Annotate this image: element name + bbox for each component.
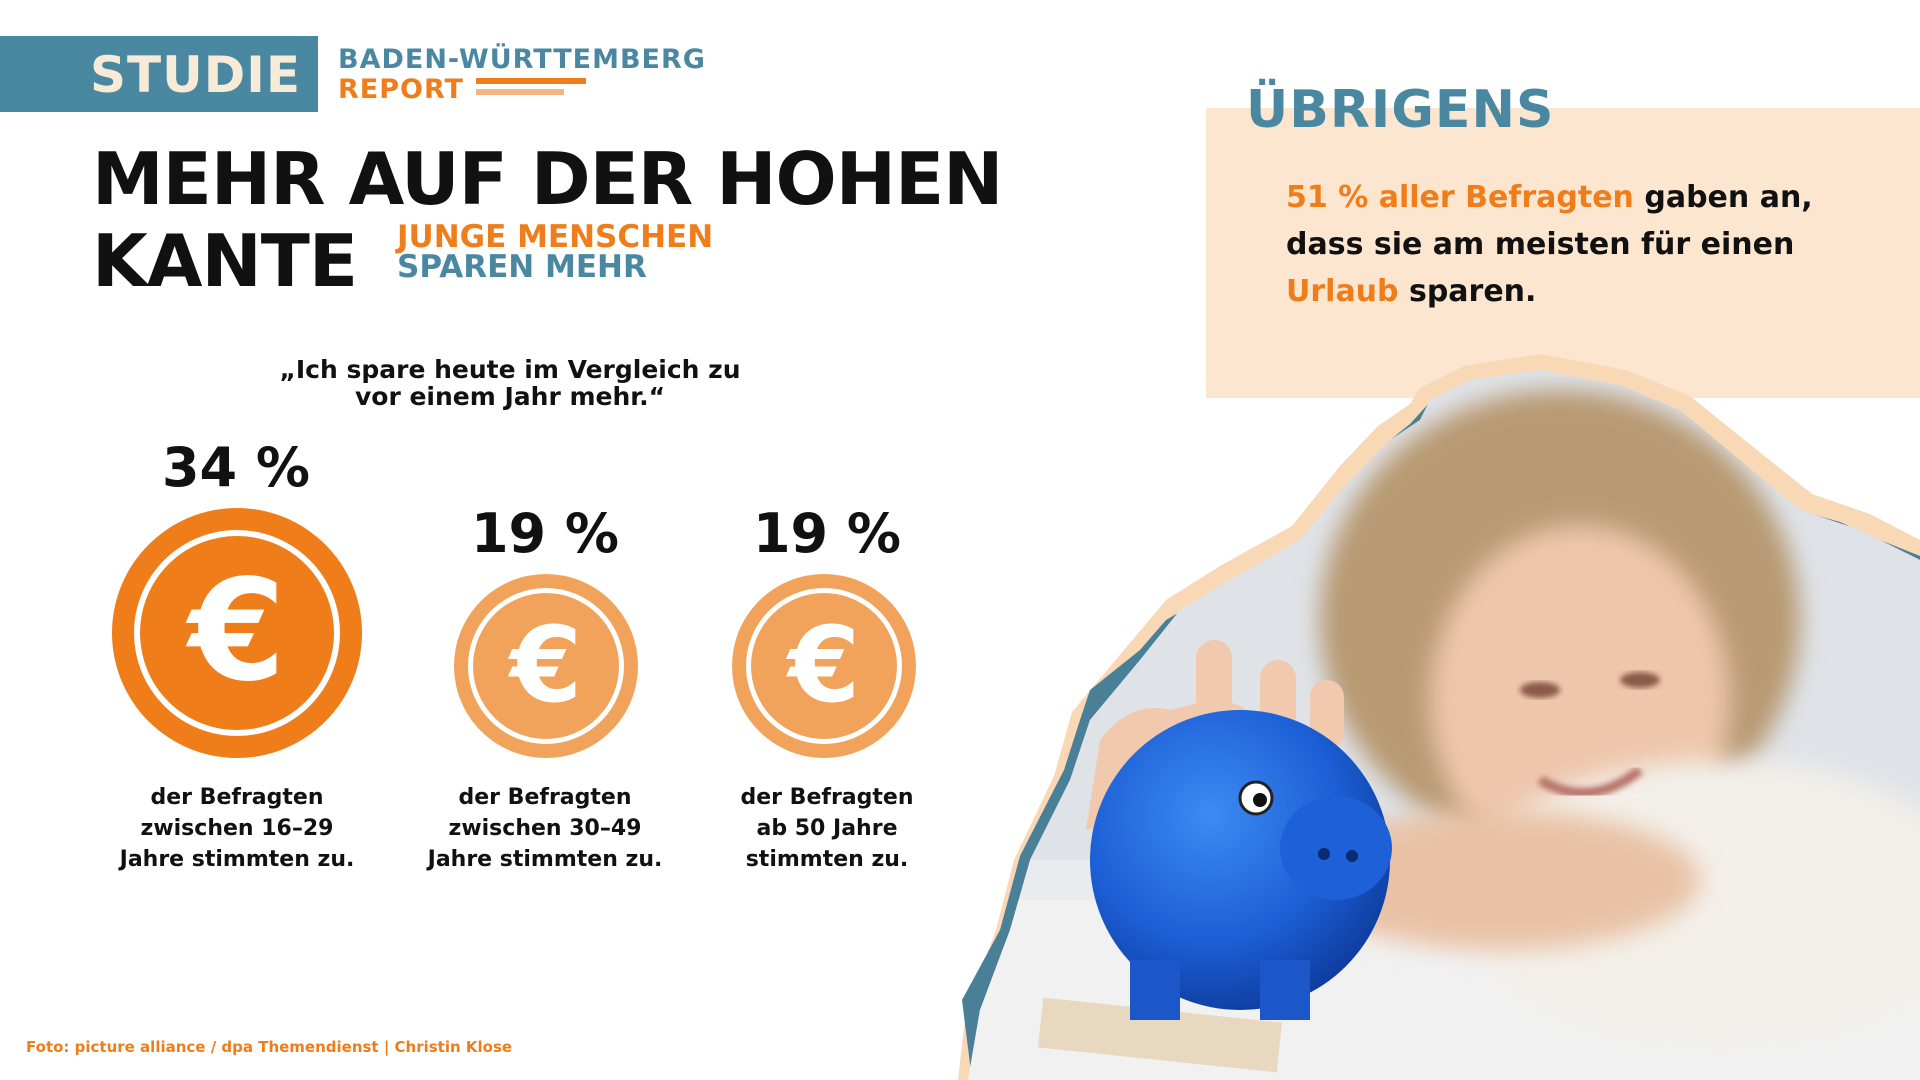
euro-symbol: € xyxy=(787,604,861,726)
quote-line2: vor einem Jahr mehr.“ xyxy=(354,382,666,411)
stat-value-1: 34 % xyxy=(161,436,311,499)
caption-line: der Befragten xyxy=(150,785,324,810)
info-highlight-percent: 51 % aller Befragten xyxy=(1286,180,1634,215)
report-subtitle: REPORT xyxy=(338,74,464,105)
photo-credit: Foto: picture alliance / dpa Themendiens… xyxy=(26,1038,513,1056)
stat-caption-2: der Befragten zwischen 30–49 Jahre stimm… xyxy=(404,782,686,875)
euro-coin-icon: € xyxy=(454,574,638,758)
info-text-part1: gaben an, dass sie am meisten für einen xyxy=(1286,180,1813,262)
stat-value-3: 19 % xyxy=(752,502,902,565)
report-stripe-1 xyxy=(476,78,586,84)
info-heading: ÜBRIGENS xyxy=(1246,80,1555,140)
quote-line1: „Ich spare heute im Vergleich zu xyxy=(279,355,741,384)
studie-label: STUDIE xyxy=(90,46,301,104)
euro-symbol: € xyxy=(509,604,583,726)
subheadline-line1: JUNGE MENSCHEN xyxy=(397,219,714,255)
headline-line1: MEHR AUF DER HOHEN xyxy=(92,137,1003,221)
caption-line: der Befragten xyxy=(458,785,632,810)
info-highlight-urlaub: Urlaub xyxy=(1286,274,1399,309)
studie-badge: STUDIE xyxy=(0,36,318,112)
caption-line: Jahre stimmten zu. xyxy=(119,847,355,872)
headline: MEHR AUF DER HOHEN KANTE xyxy=(92,137,1003,303)
headline-line2: KANTE xyxy=(92,219,358,303)
info-text-part2: sparen. xyxy=(1398,274,1537,309)
caption-line: zwischen 30–49 xyxy=(448,816,642,841)
euro-coin-icon: € xyxy=(732,574,916,758)
caption-line: der Befragten xyxy=(740,785,914,810)
stat-value-2: 19 % xyxy=(470,502,620,565)
report-stripe-2 xyxy=(476,89,564,95)
caption-line: zwischen 16–29 xyxy=(140,816,334,841)
caption-line: Jahre stimmten zu. xyxy=(427,847,663,872)
subheadline-line2: SPAREN MEHR xyxy=(397,249,647,285)
stat-caption-1: der Befragten zwischen 16–29 Jahre stimm… xyxy=(96,782,378,875)
euro-symbol: € xyxy=(188,550,286,713)
survey-quote: „Ich spare heute im Vergleich zu vor ein… xyxy=(230,356,790,410)
caption-line: ab 50 Jahre xyxy=(756,816,898,841)
stat-caption-3: der Befragten ab 50 Jahre stimmten zu. xyxy=(686,782,968,875)
info-text: 51 % aller Befragten gaben an, dass sie … xyxy=(1286,174,1846,315)
euro-coin-icon: € xyxy=(112,508,362,758)
caption-line: stimmten zu. xyxy=(745,847,909,872)
report-title: BADEN-WÜRTTEMBERG xyxy=(338,44,706,75)
info-box xyxy=(1206,108,1920,398)
